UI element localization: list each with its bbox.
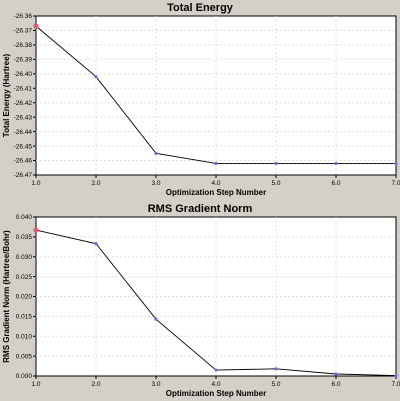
energy-y-tick-label: -26.36 <box>14 13 33 20</box>
gradient-y-tick-label: 0.000 <box>16 373 33 380</box>
energy-y-tick-label: -26.44 <box>14 129 33 136</box>
energy-plot-area <box>35 15 397 176</box>
energy-x-tick-label: 1.0 <box>31 180 40 187</box>
energy-x-tick-label: 3.0 <box>151 180 160 187</box>
energy-y-axis-label: Total Energy (Hartree) <box>2 53 11 137</box>
rms-gradient-panel: RMS Gradient Norm 0.040 0.035 0.030 0.025 0.0… <box>0 201 400 401</box>
energy-y-tick-label: -26.39 <box>14 57 33 64</box>
energy-data-point[interactable] <box>154 151 158 155</box>
energy-data-point[interactable] <box>214 161 218 166</box>
energy-y-tick-label: -26.47 <box>14 172 33 179</box>
energy-x-tick-label: 4.0 <box>211 180 220 187</box>
energy-y-tick-label: -26.40 <box>14 71 33 78</box>
gradient-data-point[interactable] <box>214 368 218 372</box>
gradient-data-point[interactable] <box>154 317 158 321</box>
gradient-y-tick-label: 0.005 <box>16 353 33 360</box>
energy-chart-title: Total Energy <box>167 2 234 14</box>
energy-y-tick-label: -26.43 <box>14 114 33 121</box>
gradient-y-tick-label: 0.010 <box>16 333 33 340</box>
energy-data-point[interactable] <box>33 23 39 29</box>
energy-data-point[interactable] <box>394 161 398 166</box>
gradient-x-tick-label: 5.0 <box>271 381 280 388</box>
energy-data-point[interactable] <box>94 75 98 79</box>
gradient-data-point[interactable] <box>334 372 338 376</box>
gradient-data-point[interactable] <box>274 367 278 371</box>
total-energy-chart: Total Energy -26.36 -26.37 -26.38 -26.39 -26.… <box>2 2 400 197</box>
energy-y-tick-label: -26.46 <box>14 158 33 165</box>
energy-x-tick-label: 2.0 <box>91 180 100 187</box>
energy-y-tick-label: -26.41 <box>14 85 33 92</box>
gradient-x-tick-label: 4.0 <box>211 381 220 388</box>
gradient-y-tick-label: 0.015 <box>16 314 33 321</box>
energy-data-point[interactable] <box>274 161 278 166</box>
gradient-y-axis-label: RMS Gradient Norm (Hartree/Bohr) <box>2 230 11 363</box>
gradient-y-tick-label: 0.020 <box>16 294 33 301</box>
energy-y-tick-label: -26.37 <box>14 28 33 35</box>
energy-data-point[interactable] <box>334 161 338 166</box>
gradient-x-axis-label: Optimization Step Number <box>166 389 266 398</box>
energy-x-axis-label: Optimization Step Number <box>166 188 266 197</box>
total-energy-panel: Total Energy -26.36 -26.37 -26.38 -26.39 -26.… <box>0 0 400 200</box>
gradient-data-point[interactable] <box>394 374 398 378</box>
gradient-x-tick-label: 3.0 <box>151 381 160 388</box>
gradient-x-tick-label: 2.0 <box>91 381 100 388</box>
energy-x-tick-label: 7.0 <box>391 180 400 187</box>
gradient-chart-title: RMS Gradient Norm <box>148 203 253 215</box>
gradient-y-tick-label: 0.035 <box>16 234 33 241</box>
energy-y-tick-label: -26.42 <box>14 100 33 107</box>
gradient-y-tick-label: 0.040 <box>16 214 33 221</box>
gradient-x-tick-label: 1.0 <box>31 381 40 388</box>
gradient-data-point[interactable] <box>33 227 39 233</box>
gradient-data-point[interactable] <box>94 242 98 246</box>
gradient-x-tick-label: 6.0 <box>331 381 340 388</box>
gradient-y-tick-label: 0.030 <box>16 254 33 261</box>
energy-y-tick-label: -26.45 <box>14 143 33 150</box>
rms-gradient-chart: RMS Gradient Norm 0.040 0.035 0.030 0.025 0.0… <box>2 203 400 398</box>
gradient-x-tick-label: 7.0 <box>391 381 400 388</box>
energy-x-tick-label: 6.0 <box>331 180 340 187</box>
energy-y-tick-label: -26.38 <box>14 42 33 49</box>
energy-x-tick-label: 5.0 <box>271 180 280 187</box>
gradient-y-tick-label: 0.025 <box>16 274 33 281</box>
